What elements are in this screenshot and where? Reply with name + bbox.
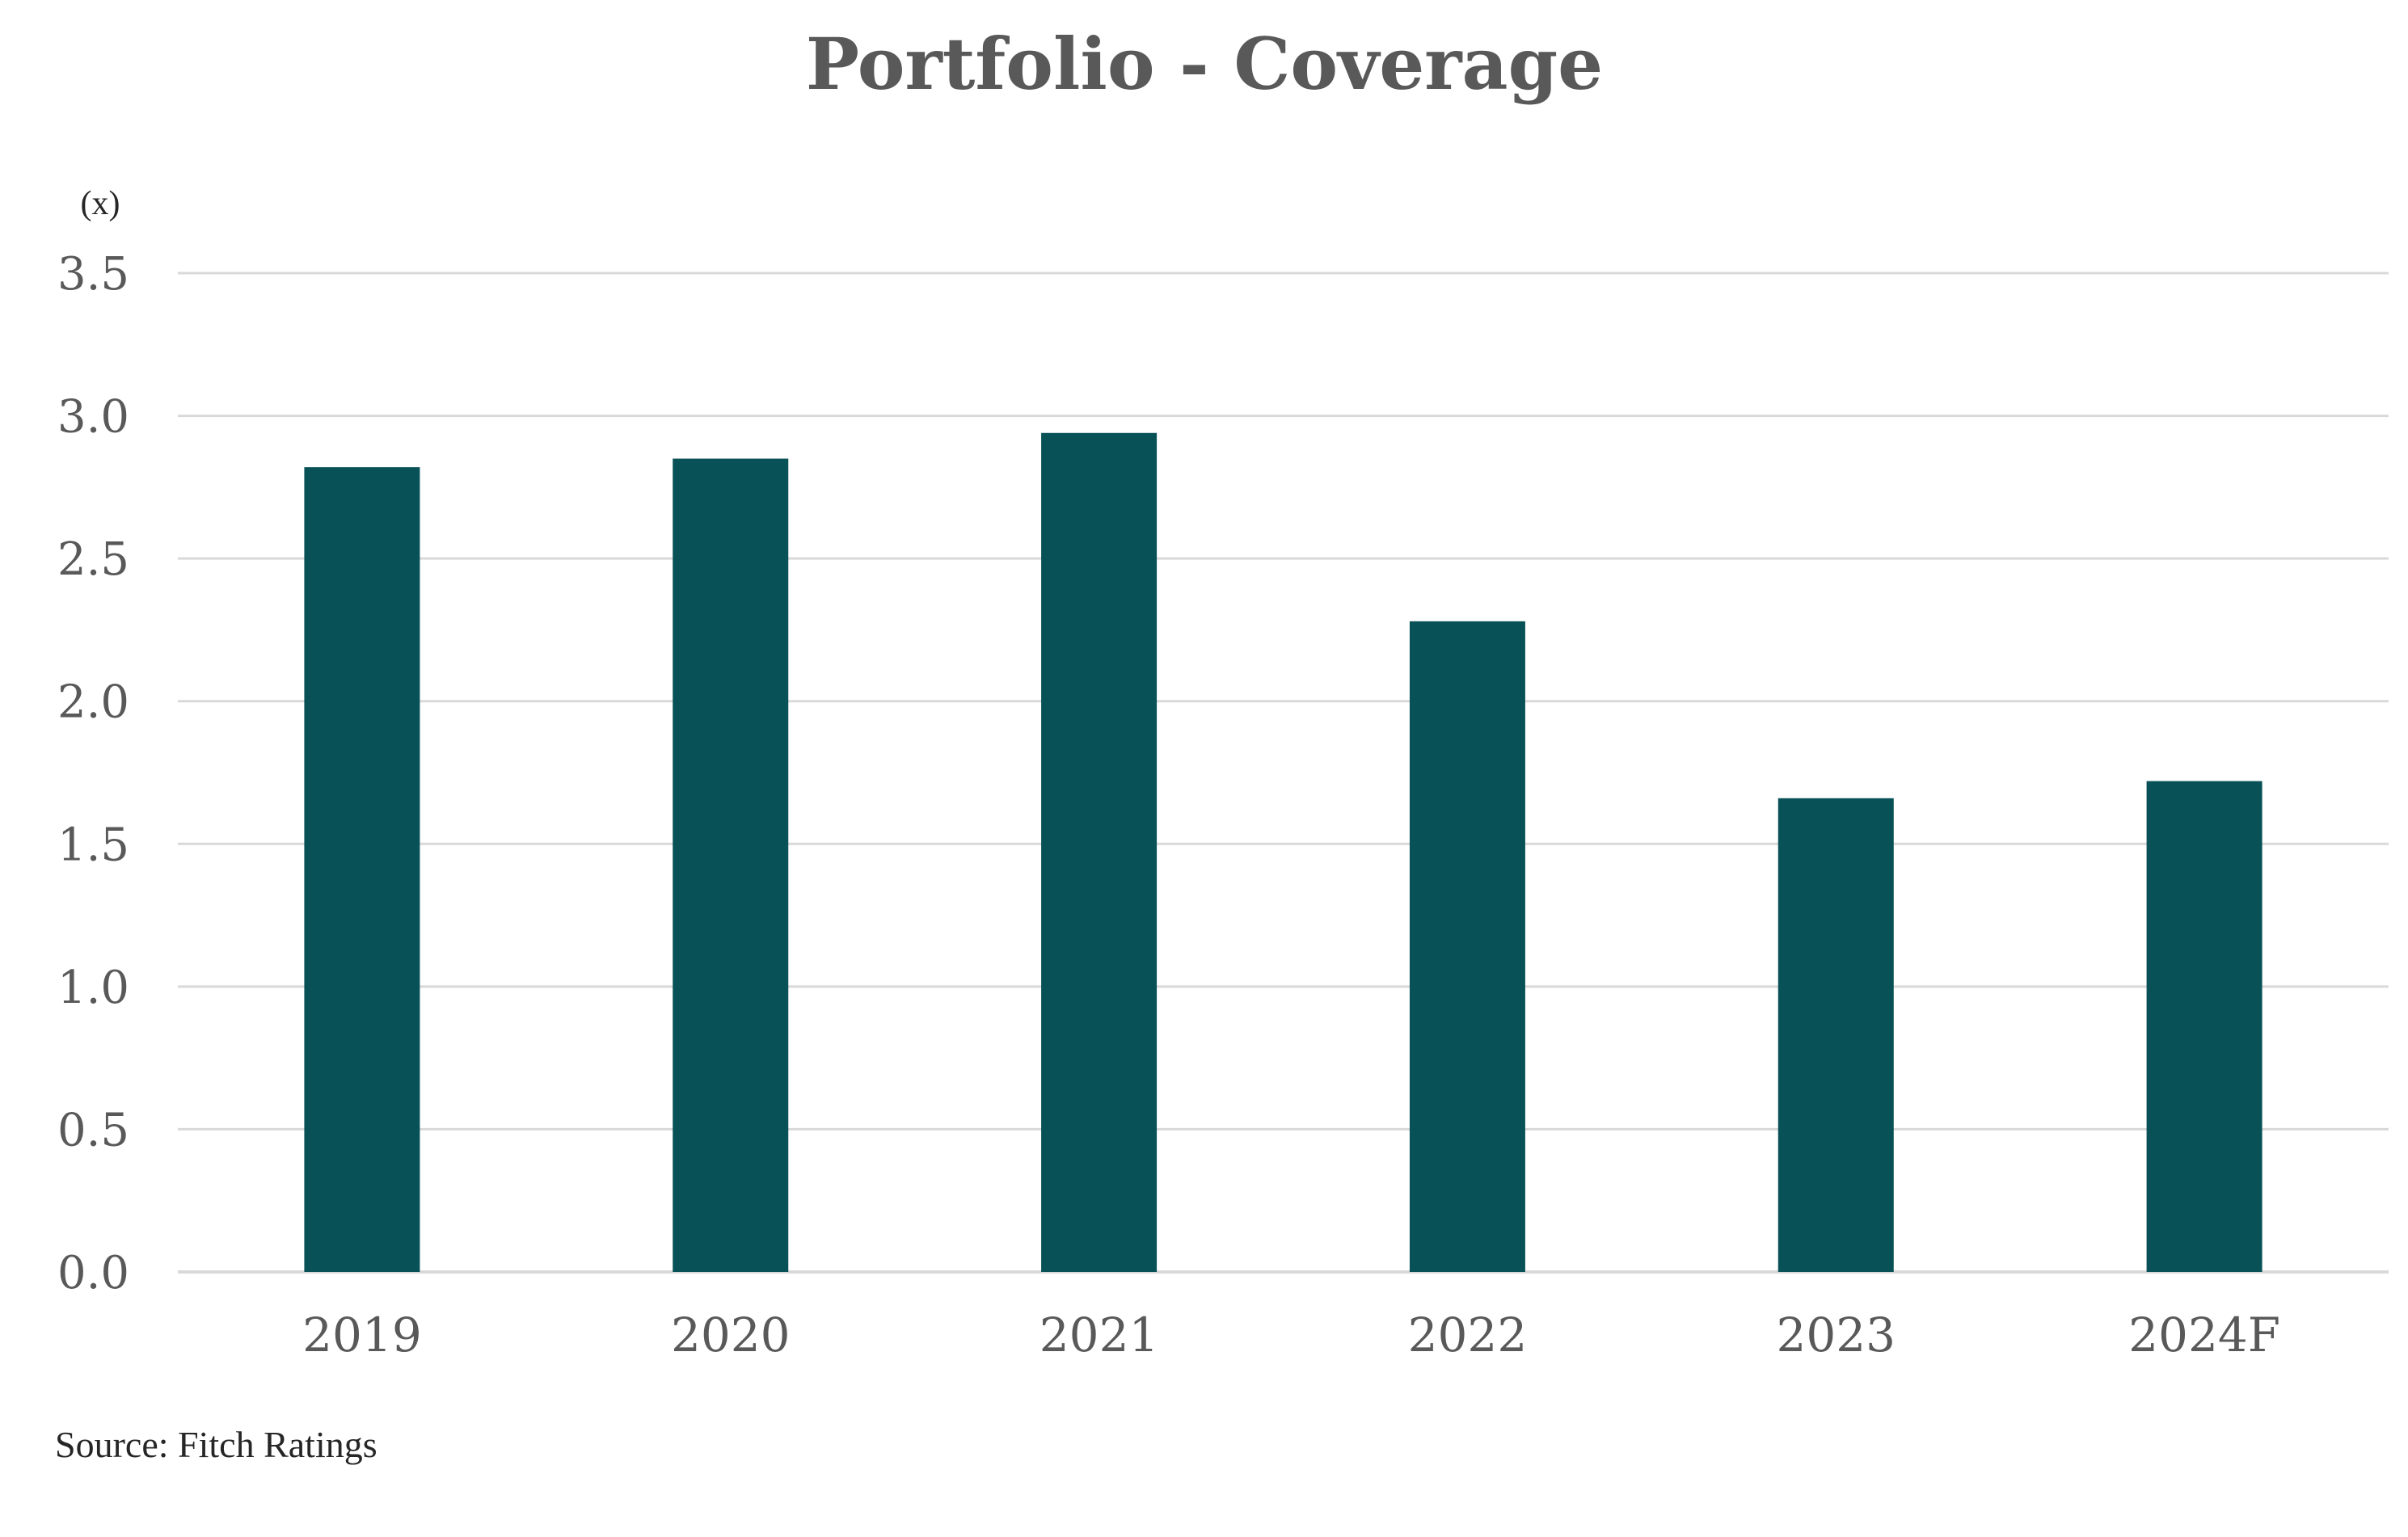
y-axis-unit-label: (x)	[81, 185, 120, 222]
x-tick-label: 2020	[671, 1308, 791, 1362]
bars	[304, 432, 2263, 1272]
y-tick-label: 1.0	[57, 962, 129, 1014]
bar-2023	[1778, 798, 1894, 1272]
bar-2019	[304, 467, 420, 1272]
y-tick-label: 2.5	[57, 533, 129, 586]
bar-2022	[1409, 621, 1525, 1272]
x-axis-labels: 2019 2020 2021 2022 2023 2024F	[302, 1308, 2280, 1362]
bar-2021	[1041, 432, 1158, 1272]
y-tick-label: 3.5	[57, 248, 129, 301]
chart-title: Portfolio - Coverage	[806, 22, 1603, 106]
x-tick-label: 2019	[302, 1308, 422, 1362]
source-note: Source: Fitch Ratings	[55, 1424, 377, 1465]
y-tick-label: 0.5	[57, 1104, 129, 1156]
y-tick-label: 2.0	[57, 676, 129, 729]
x-tick-label: 2024F	[2128, 1308, 2280, 1362]
x-tick-label: 2022	[1408, 1308, 1528, 1362]
x-tick-label: 2023	[1776, 1308, 1896, 1362]
bar-2020	[673, 458, 789, 1272]
y-tick-label: 3.0	[57, 391, 129, 444]
y-tick-label: 0.0	[57, 1247, 129, 1299]
y-tick-label: 1.5	[57, 819, 129, 871]
y-axis-ticks: 0.0 0.5 1.0 1.5 2.0 2.5 3.0 3.5	[57, 248, 129, 1299]
x-tick-label: 2021	[1040, 1308, 1159, 1362]
bar-2024F	[2146, 781, 2263, 1272]
gridlines	[178, 272, 2389, 1274]
